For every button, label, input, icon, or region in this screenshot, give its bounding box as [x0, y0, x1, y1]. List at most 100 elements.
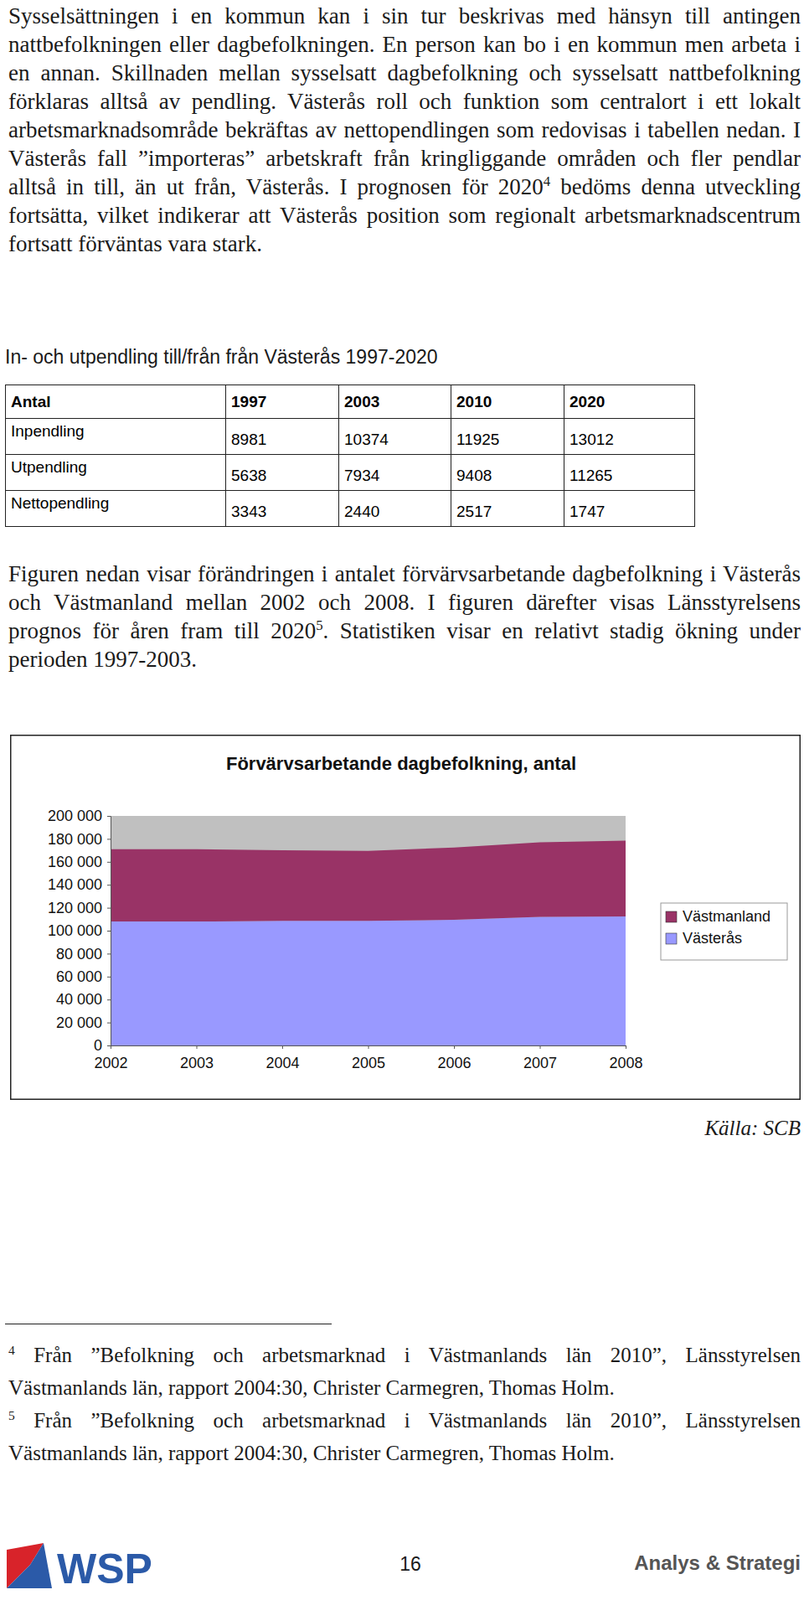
y-tick-label: 40 000	[56, 990, 103, 1008]
paragraph: Sysselsättningen i en kommun kan i sin t…	[8, 1, 801, 258]
y-tick-mark	[107, 930, 111, 932]
y-tick-label: 140 000	[47, 876, 103, 893]
y-tick: 0	[93, 1036, 111, 1054]
marks	[110, 840, 626, 1046]
x-tick-mark	[625, 1045, 627, 1049]
legend-label: Västmanland	[682, 907, 771, 925]
y-tick: 160 000	[47, 853, 111, 871]
y-axis: 0 20 000 40 000 60 000 80 000 100 000 120 000 1…	[47, 807, 112, 1054]
y-tick-label: 100 000	[47, 922, 103, 939]
table: Antal1997200320102020Inpendling898110374…	[5, 384, 696, 527]
table-wrap: Antal1997200320102020Inpendling898110374…	[5, 384, 696, 527]
page-number: 16	[368, 1552, 453, 1576]
legend-frame	[660, 902, 788, 960]
x-axis-line	[111, 1046, 627, 1050]
y-axis-line	[107, 816, 112, 1047]
y-tick-label: 180 000	[47, 830, 103, 848]
x-tick-label: 2005	[351, 1054, 386, 1072]
table-row-label: Inpendling	[5, 418, 227, 455]
x-tick: 2002	[93, 1045, 128, 1072]
legend: Västmanland Västerås	[660, 902, 788, 960]
y-tick-mark	[107, 815, 111, 817]
x-tick-mark	[196, 1045, 198, 1049]
x-tick-mark	[110, 1045, 112, 1049]
y-tick-mark	[107, 838, 111, 840]
y-tick-label: 160 000	[47, 853, 103, 871]
chart-title: Förvärvsarbetande dagbefolkning, antal	[226, 752, 577, 774]
table-cell: 13012	[564, 418, 696, 455]
table-header-cell: 1997	[226, 385, 340, 419]
footer-label: Analys & Strategi	[549, 1551, 801, 1575]
space	[15, 1408, 34, 1432]
y-tick-label: 60 000	[56, 968, 103, 985]
y-tick-mark	[107, 976, 111, 978]
x-tick: 2003	[180, 1045, 214, 1072]
x-tick-label: 2004	[265, 1054, 299, 1072]
y-tick: 20 000	[56, 1014, 111, 1031]
table-cell: 5638	[226, 454, 340, 491]
logo-text: WSP	[56, 1545, 153, 1593]
x-tick: 2004	[265, 1045, 299, 1072]
table-cell: 1747	[564, 490, 696, 527]
chart: Förvärvsarbetande dagbefolkning, antal02…	[10, 734, 801, 1100]
x-tick-mark	[282, 1045, 284, 1049]
y-tick-mark	[107, 1022, 111, 1024]
footnote-text: Från ”Befolkning och arbetsmarknad i Väs…	[8, 1408, 801, 1464]
footnote-ref: 5	[315, 617, 323, 634]
space	[15, 1343, 34, 1366]
table-row: Inpendling8981103741192513012	[5, 418, 696, 455]
table-cell: 8981	[226, 418, 340, 455]
logo-icon-blue	[6, 1542, 52, 1588]
footnote-mark: 5	[8, 1407, 16, 1423]
y-tick-mark	[107, 999, 111, 1000]
table-row-label: Nettopendling	[5, 490, 227, 527]
y-tick-label: 120 000	[47, 899, 103, 917]
x-tick: 2006	[437, 1045, 471, 1072]
y-tick-mark	[107, 861, 111, 863]
paragraph: Figuren nedan visar förändringen i antal…	[8, 559, 801, 674]
x-tick: 2005	[351, 1045, 386, 1072]
table-header-row: Antal1997200320102020	[5, 385, 696, 419]
y-tick: 120 000	[47, 899, 111, 917]
legend-label: Västerås	[682, 929, 743, 947]
x-tick-label: 2003	[180, 1054, 214, 1072]
x-tick: 2008	[608, 1045, 643, 1072]
y-tick-label: 20 000	[56, 1014, 103, 1031]
y-tick-mark	[107, 907, 111, 909]
x-tick-label: 2007	[523, 1054, 557, 1072]
table-cell: 7934	[339, 454, 452, 491]
footnote: 4 Från ”Befolkning och arbetsmarknad i V…	[8, 1338, 801, 1404]
x-tick-label: 2008	[608, 1054, 643, 1072]
y-tick-label: 0	[93, 1036, 103, 1054]
legend-entry: Västmanland	[665, 907, 771, 925]
footnote-mark: 4	[8, 1342, 16, 1357]
y-tick: 80 000	[56, 945, 111, 963]
logo: WSP	[5, 1539, 173, 1593]
table-row-label: Utpendling	[5, 454, 227, 491]
y-tick: 60 000	[56, 968, 111, 985]
plot-background	[110, 815, 626, 1046]
y-tick: 200 000	[47, 807, 111, 825]
x-tick-mark	[540, 1045, 542, 1049]
table-row: Nettopendling3343244025171747	[5, 490, 696, 527]
table-cell: 2440	[339, 490, 452, 527]
footnotes: 4 Från ”Befolkning och arbetsmarknad i V…	[8, 1338, 801, 1469]
source: Källa: SCB	[465, 1116, 801, 1140]
y-tick-mark	[107, 1045, 111, 1047]
x-tick-mark	[368, 1045, 370, 1049]
table-row: Utpendling56387934940811265	[5, 454, 696, 491]
plot: 0 20 000 40 000 60 000 80 000 100 000 120 000 1…	[47, 807, 644, 1072]
footnote-ref: 4	[543, 173, 551, 190]
legend-swatch	[665, 932, 677, 944]
area-series	[110, 916, 626, 1046]
table-header-cell: 2010	[451, 385, 565, 419]
legend-swatch	[665, 911, 677, 923]
table-cell: 11925	[451, 418, 565, 455]
x-tick-mark	[453, 1045, 455, 1049]
table-title: In- och utpendling till/från från Väster…	[5, 345, 759, 369]
table-header-cell: 2003	[339, 385, 452, 419]
y-tick: 40 000	[56, 990, 111, 1008]
x-tick-label: 2006	[437, 1054, 471, 1072]
chart-frame	[10, 735, 801, 1100]
table-cell: 11265	[564, 454, 696, 491]
